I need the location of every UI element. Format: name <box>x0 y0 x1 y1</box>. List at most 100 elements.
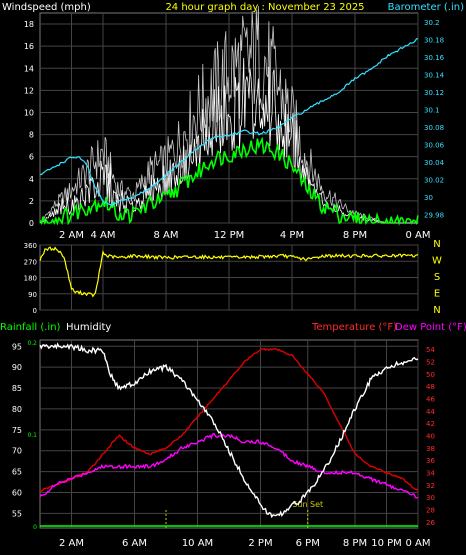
x-tick-label: 12 PM <box>214 230 245 241</box>
temperature-tick-label: 42 <box>426 420 435 428</box>
y-tick-label: 2 <box>29 197 34 206</box>
y-tick-label: 0 <box>29 219 34 228</box>
temperature-grid <box>40 340 419 528</box>
rain-tick-label: 0.2 <box>27 340 37 347</box>
x-tick-label: 10 AM <box>182 538 213 549</box>
temperature-x-axis: 2 AM 6 AM 10 AM 2 PM 6 PM 8 PM 10 PM 0 AM <box>59 538 431 549</box>
compass-label: E <box>434 289 440 300</box>
wind-y-axis: 0 2 4 6 8 10 12 14 16 18 <box>24 20 34 228</box>
rain-y-axis: 0 0.1 0.2 <box>27 340 37 531</box>
temperature-series <box>39 347 419 492</box>
barometer-tick-label: 30.08 <box>424 124 444 132</box>
direction-y-axis: 360 270 180 90 0 <box>24 242 37 315</box>
graph-title: 24 hour graph day : November 23 2025 <box>165 2 364 13</box>
rainfall-label: Rainfall (.in) <box>0 322 61 333</box>
barometer-y-axis: 29.98 30 30.02 30.04 30.06 30.08 30.1 30.12 30.1… <box>424 19 445 220</box>
barometer-tick-label: 30.06 <box>424 141 445 149</box>
x-tick-label: 4 PM <box>280 230 304 241</box>
humidity-tick-label: 90 <box>12 363 22 372</box>
sunset-marker: Sun Set <box>165 500 323 528</box>
direction-tick-label: 0 <box>33 307 37 315</box>
dewpoint-line <box>39 432 419 499</box>
y-tick-label: 18 <box>24 20 34 29</box>
y-tick-label: 6 <box>29 153 34 162</box>
compass-label: N <box>433 305 440 316</box>
temperature-tick-label: 52 <box>426 359 435 367</box>
barometer-tick-label: 30.12 <box>424 89 444 97</box>
x-tick-label: 8 PM <box>343 538 367 549</box>
temperature-tick-label: 48 <box>426 383 435 391</box>
barometer-tick-label: 30.18 <box>424 36 444 44</box>
y-tick-label: 12 <box>24 86 34 95</box>
y-tick-label: 4 <box>29 175 34 184</box>
barometer-tick-label: 30.04 <box>424 159 445 167</box>
barometer-tick-label: 30 <box>424 194 433 202</box>
temperature-tick-label: 54 <box>426 346 435 354</box>
temperature-label: Temperature (°F) <box>311 322 397 333</box>
dewpoint-label: Dew Point (°F) <box>395 322 466 333</box>
barometer-line <box>39 38 419 207</box>
humidity-series <box>39 342 419 519</box>
y-tick-label: 16 <box>24 42 34 51</box>
y-tick-label: 14 <box>24 64 34 73</box>
barometer-tick-label: 29.98 <box>424 211 444 219</box>
x-tick-label: 2 AM <box>59 230 84 241</box>
barometer-tick-label: 30.02 <box>424 176 444 184</box>
humidity-tick-label: 75 <box>12 426 22 435</box>
barometer-tick-label: 30.1 <box>424 106 440 114</box>
temperature-tick-label: 28 <box>426 507 435 515</box>
direction-series <box>39 246 419 298</box>
temperature-tick-label: 40 <box>426 433 435 441</box>
x-tick-label: 8 PM <box>343 230 367 241</box>
rain-tick-label: 0 <box>33 524 37 531</box>
temperature-tick-label: 50 <box>426 371 435 379</box>
compass-label: S <box>434 272 440 283</box>
humidity-label: Humidity <box>66 322 111 333</box>
temperature-tick-label: 46 <box>426 396 435 404</box>
barometer-label: Barometer (.in) <box>388 2 464 13</box>
humidity-tick-label: 70 <box>12 447 22 456</box>
barometer-tick-label: 30.14 <box>424 71 445 79</box>
barometer-tick-label: 30.16 <box>424 54 445 62</box>
temperature-tick-label: 36 <box>426 457 435 465</box>
humidity-tick-label: 85 <box>12 384 22 393</box>
sunset-label: Sun Set <box>292 500 323 509</box>
direction-grid <box>40 244 419 311</box>
x-tick-label: 6 PM <box>296 538 320 549</box>
direction-tick-label: 180 <box>24 275 37 283</box>
humidity-tick-label: 80 <box>12 405 22 414</box>
humidity-tick-label: 55 <box>12 509 22 518</box>
temperature-tick-label: 32 <box>426 482 435 490</box>
compass-label: W <box>432 256 442 267</box>
temperature-panel: Sun Set 55 60 65 70 75 80 85 90 95 26 28 30 32 34 36 3… <box>12 339 435 549</box>
humidity-tick-label: 65 <box>12 468 22 477</box>
temperature-tick-label: 38 <box>426 445 435 453</box>
windspeed-label: Windspeed (mph) <box>2 2 91 13</box>
x-tick-label: 8 AM <box>153 230 178 241</box>
humidity-tick-label: 60 <box>12 488 22 497</box>
wind-x-axis: 2 AM 4 AM 8 AM 12 PM 4 PM 8 PM 0 AM <box>59 230 431 241</box>
direction-tick-label: 90 <box>28 291 37 299</box>
compass-label: N <box>433 239 440 250</box>
barometer-series <box>39 38 419 207</box>
dewpoint-series <box>39 432 419 499</box>
x-tick-label: 2 PM <box>248 538 272 549</box>
temperature-tick-label: 26 <box>426 519 435 527</box>
x-tick-label: 10 PM <box>371 538 402 549</box>
y-tick-label: 10 <box>24 108 34 117</box>
x-tick-label: 4 AM <box>90 230 115 241</box>
temperature-tick-label: 30 <box>426 494 435 502</box>
x-tick-label: 6 AM <box>122 538 147 549</box>
temperature-y-axis: 26 28 30 32 34 36 38 40 42 44 46 48 50 52 54 <box>426 346 435 527</box>
x-tick-label: 0 AM <box>405 538 430 549</box>
direction-tick-label: 360 <box>24 242 37 250</box>
rain-tick-label: 0.1 <box>27 432 37 439</box>
wind-panel: 0 2 4 6 8 10 12 14 16 18 29.98 30 30.02 30.04 30.06 30… <box>24 6 445 241</box>
temperature-tick-label: 34 <box>426 470 435 478</box>
humidity-line <box>39 342 419 519</box>
humidity-tick-label: 95 <box>12 342 22 351</box>
humidity-y-axis: 55 60 65 70 75 80 85 90 95 <box>12 342 22 518</box>
temperature-line <box>39 347 419 492</box>
